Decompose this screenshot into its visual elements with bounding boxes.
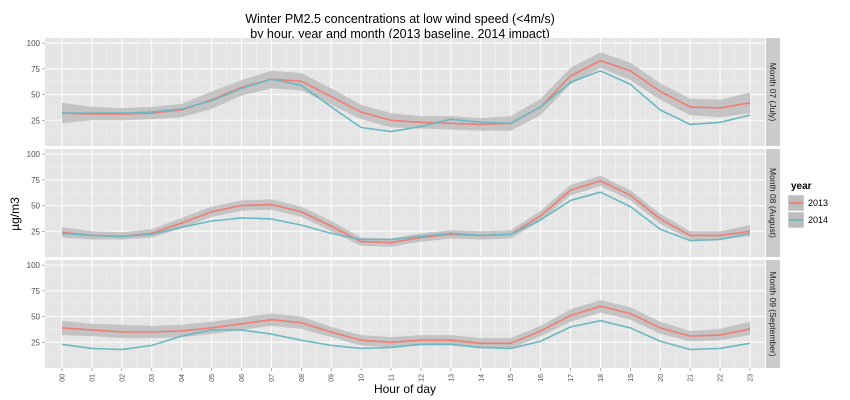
- y-tick-label: 50: [31, 313, 40, 322]
- panel-3: 25 50 75 100 Month 09 (September): [27, 260, 780, 368]
- legend-items: 2013 2014: [787, 194, 828, 229]
- legend: year 2013 2014: [787, 181, 828, 229]
- confidence-band: [62, 300, 750, 349]
- x-tick-label: 21: [688, 374, 695, 382]
- x-tick-label: 03: [149, 374, 156, 382]
- x-tick-label: 05: [209, 374, 216, 382]
- x-tick-label: 13: [448, 374, 455, 382]
- x-tick-label: 04: [179, 374, 186, 382]
- x-tick-label: 16: [538, 374, 545, 382]
- y-tick-label: 50: [31, 202, 40, 211]
- y-axis-label: µg/m3: [8, 197, 22, 231]
- x-tick-label: 19: [628, 374, 635, 382]
- confidence-band: [62, 175, 750, 247]
- legend-label-2013: 2013: [808, 198, 828, 208]
- y-tick-label: 100: [27, 39, 41, 48]
- series-line-2013: [61, 180, 751, 244]
- panels: 25 50 75 100 Month 07 (July) 25 50 75 100 Month 0…: [27, 38, 780, 368]
- y-tick-label: 100: [27, 261, 41, 270]
- panel-1: 25 50 75 100 Month 07 (July): [27, 38, 780, 146]
- chart-title: Winter PM2.5 concentrations at low wind …: [245, 12, 555, 26]
- y-tick-label: 75: [31, 176, 40, 185]
- x-tick-label: 01: [89, 374, 96, 382]
- x-tick-label: 17: [568, 374, 575, 382]
- y-tick-label: 75: [31, 287, 40, 296]
- x-axis: 00 01 02 03 04 05 06 07 08 09 10 11 12 13 14 15 16 17 18 19…: [60, 368, 755, 382]
- x-tick-label: 02: [119, 374, 126, 382]
- x-tick-label: 15: [508, 374, 515, 382]
- facet-strip: [766, 38, 780, 146]
- y-tick-label: 100: [27, 150, 41, 159]
- y-tick-label: 75: [31, 65, 40, 74]
- x-tick-label: 08: [299, 374, 306, 382]
- x-tick-label: 22: [718, 374, 725, 382]
- x-axis-label: Hour of day: [374, 382, 436, 396]
- facet-label: Month 08 (August): [768, 168, 778, 238]
- y-tick-label: 25: [31, 116, 40, 125]
- x-tick-label: 06: [239, 374, 246, 382]
- x-tick-label: 00: [60, 374, 67, 382]
- series-line-2014: [61, 319, 751, 351]
- series-line-2014: [62, 70, 751, 133]
- chart-subtitle: by hour, year and month (2013 baseline, …: [250, 27, 550, 41]
- facet-strip: [766, 260, 780, 368]
- y-tick-label: 25: [31, 338, 40, 347]
- x-tick-label: 12: [418, 374, 425, 382]
- series-line-2013: [61, 305, 751, 345]
- legend-title: year: [791, 181, 812, 192]
- facet-label: Month 07 (July): [768, 63, 778, 122]
- x-tick-label: 10: [359, 374, 366, 382]
- x-tick-label: 09: [329, 374, 336, 382]
- y-tick-label: 50: [31, 91, 40, 100]
- x-tick-label: 11: [389, 374, 396, 381]
- x-tick-label: 23: [748, 374, 755, 382]
- y-tick-label: 25: [31, 227, 40, 236]
- series-line-2014: [61, 191, 751, 242]
- x-tick-label: 14: [478, 374, 485, 382]
- panel-background: [45, 260, 765, 368]
- series-line-2013: [61, 59, 751, 126]
- panel-2: 25 50 75 100 Month 08 (August): [27, 149, 780, 257]
- x-tick-label: 18: [598, 374, 605, 382]
- x-tick-label: 07: [269, 374, 276, 382]
- x-tick-label: 20: [658, 374, 665, 382]
- facet-label: Month 09 (September): [768, 271, 778, 356]
- legend-label-2014: 2014: [808, 215, 828, 225]
- facet-strip: [766, 149, 780, 257]
